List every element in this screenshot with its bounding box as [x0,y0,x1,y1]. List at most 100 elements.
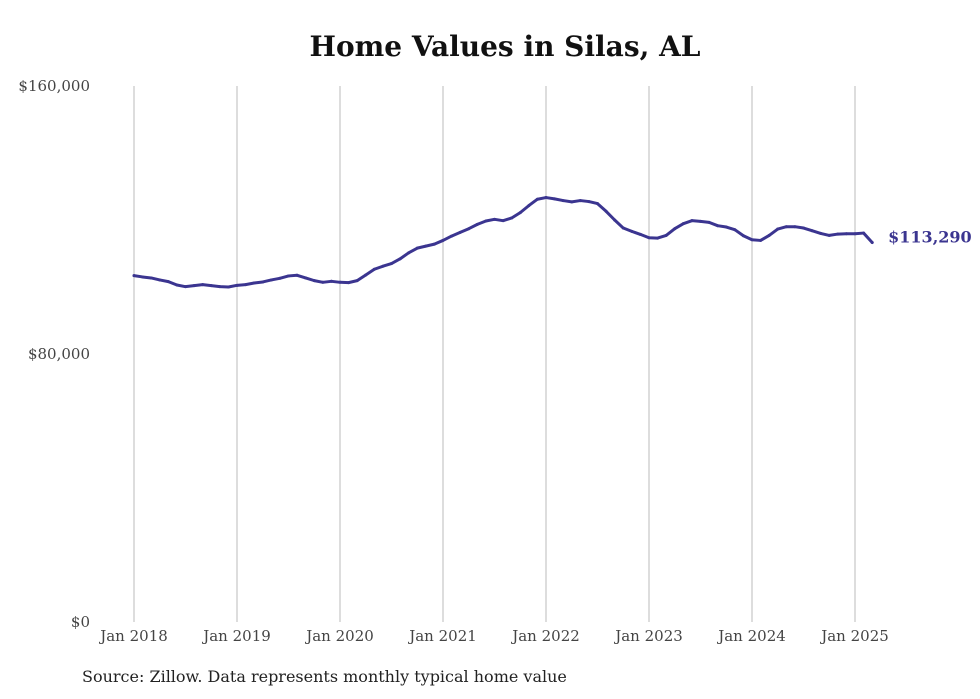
data-point-2024-02 [759,238,763,242]
data-point-2024-03 [767,233,771,237]
data-point-2021-07 [493,217,496,221]
data-point-2019-04 [261,280,265,284]
chart-title: Home Values in Silas, AL [309,30,701,63]
data-point-2018-11 [218,285,222,289]
data-point-2021-06 [484,219,488,223]
data-point-2021-02 [450,234,454,238]
data-point-2024-12 [844,232,848,236]
data-point-2023-11 [733,228,737,232]
data-point-2022-10 [621,226,625,230]
data-point-2020-03 [355,279,359,283]
data-point-2021-01 [441,238,445,242]
data-point-2021-10 [518,211,522,215]
data-point-2022-02 [553,197,557,201]
data-point-2020-06 [381,264,385,268]
data-point-2018-05 [166,280,170,284]
data-point-2023-12 [741,234,745,238]
data-point-2018-01 [132,274,136,278]
x-tick-label: Jan 2024 [716,627,786,645]
data-point-2024-06 [793,225,797,229]
x-tick-label: Jan 2021 [407,627,477,645]
gridlines [133,86,856,622]
data-point-2020-10 [415,246,419,250]
data-point-2022-04 [570,200,574,204]
data-point-2019-10 [312,279,316,283]
data-point-2021-09 [510,216,514,220]
data-point-2020-04 [364,273,368,277]
x-tick-label: Jan 2025 [819,627,889,645]
data-point-2019-11 [321,280,325,284]
data-point-2021-08 [501,219,505,223]
end-value-label: $113,290 [888,227,972,246]
y-axis-ticks: $0 $80,000 $160,000 [18,77,90,631]
data-point-2019-07 [287,274,290,278]
data-point-2023-07 [699,219,702,223]
data-point-2024-01 [750,238,754,242]
data-point-2019-05 [269,278,273,282]
data-point-2018-03 [149,276,153,280]
data-point-2020-09 [407,251,411,255]
y-tick-label: $80,000 [28,345,90,363]
y-tick-label: $0 [71,613,90,631]
x-tick-label: Jan 2023 [613,627,683,645]
data-point-2024-10 [827,233,831,237]
data-point-2022-07 [596,202,599,206]
data-point-2019-12 [329,279,333,283]
data-point-2022-09 [613,218,617,222]
data-point-2018-02 [141,275,145,279]
data-point-2020-07 [390,262,393,266]
data-point-2023-10 [724,225,728,229]
data-point-2020-01 [338,280,342,284]
data-point-2022-06 [587,200,591,204]
data-point-2021-04 [467,227,471,231]
data-point-2024-05 [784,225,788,229]
data-point-2021-11 [527,204,531,208]
data-point-2022-03 [561,199,565,203]
data-point-2025-03 [870,240,874,244]
data-point-2023-01 [647,236,651,240]
data-point-2019-09 [304,276,308,280]
data-point-2018-09 [201,283,205,287]
data-point-2020-12 [432,242,436,246]
data-point-2022-11 [630,229,634,233]
data-point-2022-12 [638,232,642,236]
data-point-2023-09 [716,224,720,228]
data-point-2020-02 [347,281,351,285]
data-point-2018-08 [192,284,196,288]
data-point-2018-06 [175,283,179,287]
data-point-2023-03 [664,233,668,237]
data-point-2019-02 [244,283,248,287]
data-point-2019-08 [295,273,299,277]
data-point-2018-12 [226,285,230,289]
series-line [132,196,874,289]
series-layer [132,196,874,289]
y-tick-label: $160,000 [18,77,90,95]
data-point-2025-02 [862,231,866,235]
data-point-2018-10 [209,284,213,288]
data-point-2024-09 [819,231,823,235]
data-point-2019-01 [235,283,239,287]
data-point-2021-03 [458,230,462,234]
data-point-2022-08 [604,209,608,213]
x-tick-label: Jan 2020 [304,627,374,645]
data-point-2021-12 [535,197,539,201]
data-point-2023-06 [690,219,694,223]
data-point-2020-05 [372,267,376,271]
x-tick-label: Jan 2019 [201,627,271,645]
data-point-2024-11 [836,232,840,236]
data-point-2018-04 [158,278,162,282]
x-axis-ticks: Jan 2018 Jan 2019 Jan 2020 Jan 2021 Jan 2022… [98,627,889,645]
data-point-2022-05 [578,199,582,203]
source-note: Source: Zillow. Data represents monthly … [82,667,567,686]
end-label-layer: $113,290 [888,227,972,246]
data-point-2023-08 [707,220,711,224]
data-point-2023-05 [681,222,685,226]
data-point-2019-03 [252,281,256,285]
data-point-2018-07 [184,285,187,289]
x-tick-label: Jan 2022 [510,627,580,645]
data-point-2020-08 [398,257,402,261]
data-point-2024-04 [776,227,780,231]
data-point-2025-01 [853,232,857,236]
data-point-2022-01 [544,196,548,200]
